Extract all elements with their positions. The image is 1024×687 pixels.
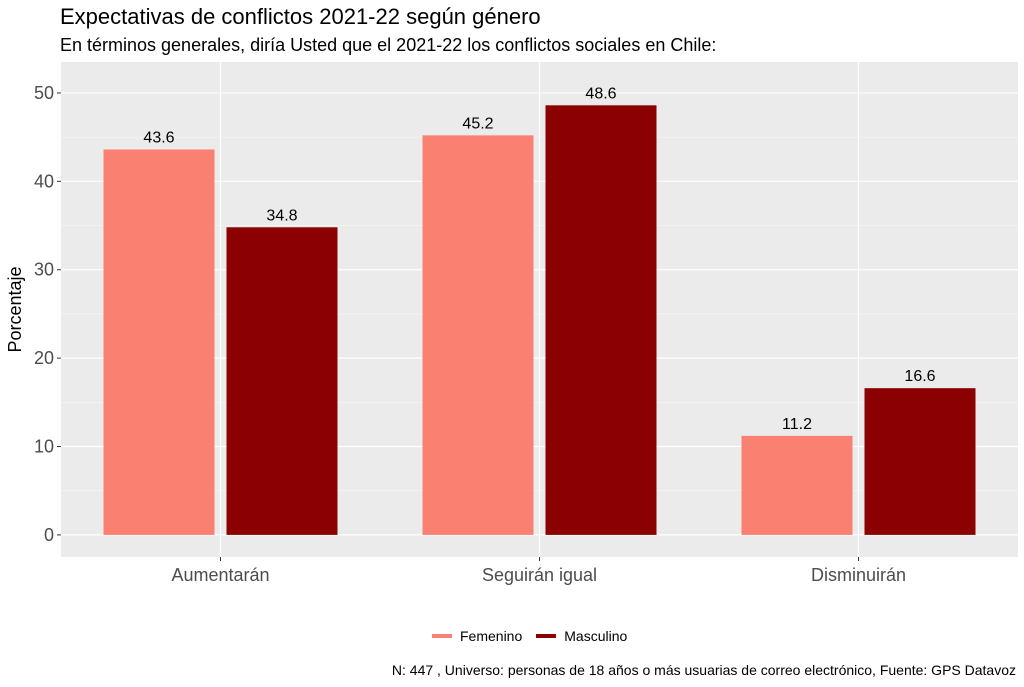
bar-value-label: 43.6 bbox=[143, 130, 174, 147]
y-tick-label: 0 bbox=[44, 525, 54, 545]
legend-key-masculino bbox=[536, 634, 557, 638]
bar-value-label: 48.6 bbox=[585, 85, 616, 102]
bar bbox=[226, 227, 338, 535]
y-tick-label: 30 bbox=[34, 260, 54, 280]
x-tick-label: Seguirán igual bbox=[482, 565, 597, 585]
legend-label-femenino: Femenino bbox=[460, 628, 523, 644]
chart-subtitle: En términos generales, diría Usted que e… bbox=[60, 35, 717, 55]
bar-value-label: 34.8 bbox=[266, 207, 297, 224]
bar bbox=[545, 105, 657, 535]
bar-value-label: 16.6 bbox=[904, 368, 935, 385]
bar bbox=[422, 135, 534, 535]
bar bbox=[741, 435, 853, 535]
bar-value-label: 11.2 bbox=[782, 416, 812, 433]
legend-item-femenino: Femenino bbox=[432, 628, 522, 644]
bar bbox=[864, 388, 976, 535]
y-tick-label: 10 bbox=[34, 437, 54, 457]
chart-caption: N: 447 , Universo: personas de 18 años o… bbox=[391, 662, 1016, 678]
legend: Femenino Masculino bbox=[432, 628, 641, 644]
chart-title: Expectativas de conflictos 2021-22 según… bbox=[60, 4, 541, 29]
x-tick-label: Aumentarán bbox=[171, 565, 269, 585]
x-tick-label: Disminuirán bbox=[811, 565, 906, 585]
y-tick-label: 20 bbox=[34, 348, 54, 368]
legend-key-femenino bbox=[432, 634, 452, 638]
legend-item-masculino: Masculino bbox=[536, 628, 627, 644]
legend-label-masculino: Masculino bbox=[564, 628, 628, 644]
y-tick-label: 50 bbox=[34, 83, 54, 103]
y-axis-title: Porcentaje bbox=[5, 266, 25, 352]
y-tick-label: 40 bbox=[34, 171, 54, 191]
bar-value-label: 45.2 bbox=[462, 115, 493, 132]
bar bbox=[103, 149, 215, 535]
